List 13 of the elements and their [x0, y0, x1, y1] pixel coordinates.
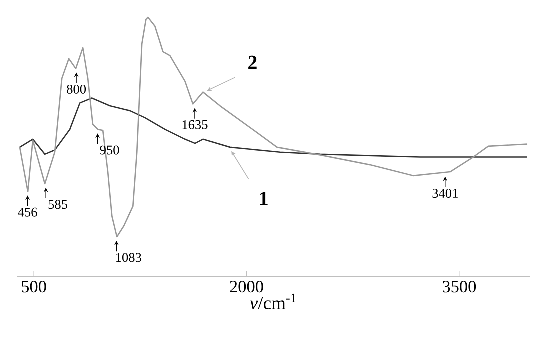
x-axis-title: ν/cm$^{-1}$ [250, 294, 296, 310]
annotation: 950 [100, 146, 120, 155]
annotation: 585 [48, 200, 68, 210]
x-tick-label: 500 [22, 281, 46, 293]
text: 1 [260, 192, 268, 206]
text: 2 [248, 56, 257, 70]
annotation: 1083 [116, 253, 142, 262]
annotation: 800 [67, 84, 86, 94]
annotation: 1635 [182, 120, 208, 130]
annotation: 3401 [432, 189, 458, 198]
x-tick-label: 2000 [230, 281, 264, 293]
annotation: 456 [18, 208, 38, 217]
x-tick-label: 3500 [443, 281, 476, 293]
